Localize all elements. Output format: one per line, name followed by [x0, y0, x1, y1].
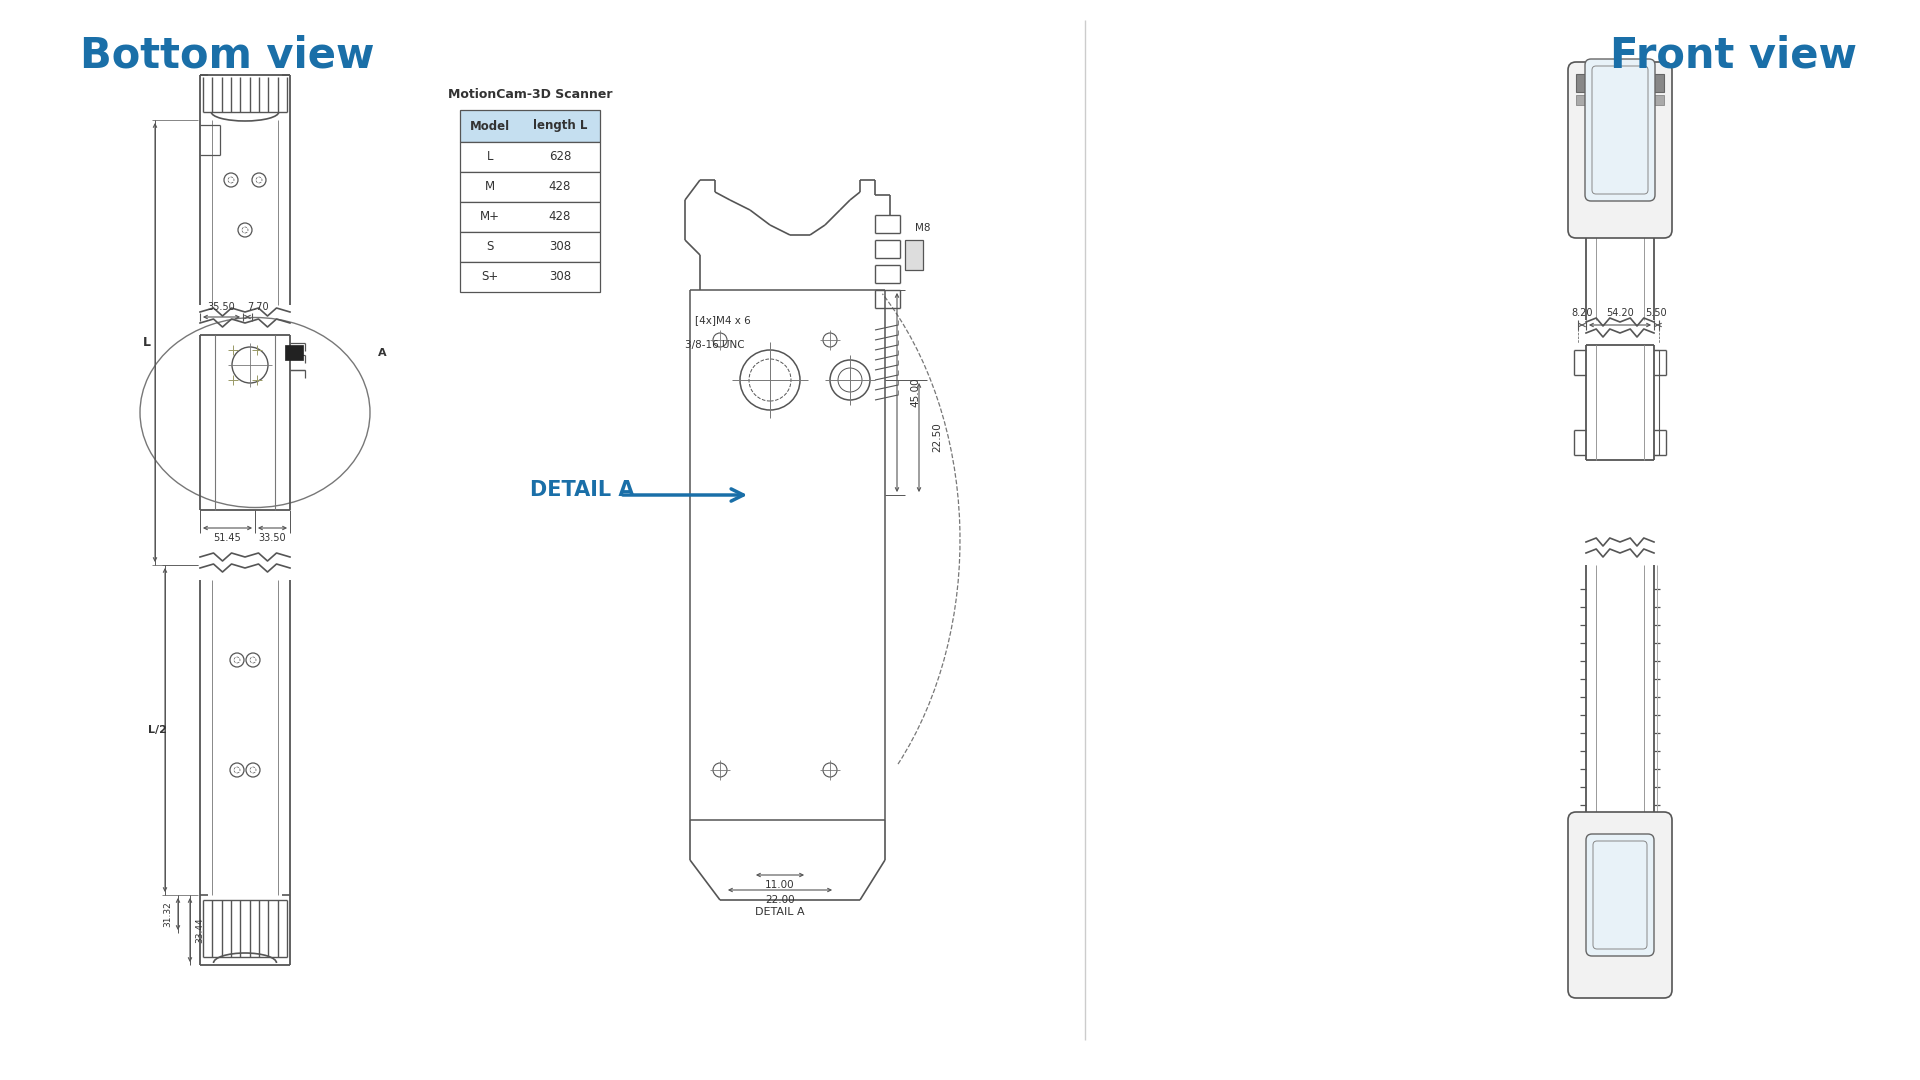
Text: 51.45: 51.45: [213, 534, 240, 543]
Text: 428: 428: [549, 211, 570, 224]
Bar: [461, 141, 599, 172]
Bar: [461, 262, 599, 292]
Text: length L: length L: [534, 120, 588, 133]
Text: DETAIL A: DETAIL A: [530, 480, 634, 500]
FancyBboxPatch shape: [1569, 62, 1672, 238]
Bar: [461, 110, 599, 141]
Text: M8: M8: [916, 222, 931, 233]
Text: Front view: Front view: [1611, 35, 1857, 77]
Bar: [461, 172, 599, 202]
Text: M+: M+: [480, 211, 499, 224]
Bar: [1576, 75, 1665, 92]
Text: Model: Model: [470, 120, 511, 133]
Bar: [904, 240, 924, 270]
Text: 22.50: 22.50: [931, 422, 943, 453]
Bar: [461, 202, 599, 232]
Text: 308: 308: [549, 241, 570, 254]
Text: DETAIL A: DETAIL A: [755, 907, 804, 917]
FancyBboxPatch shape: [1586, 834, 1653, 956]
Text: L: L: [488, 150, 493, 163]
FancyBboxPatch shape: [1569, 812, 1672, 998]
Text: L: L: [142, 336, 152, 349]
Text: Bottom view: Bottom view: [81, 35, 374, 77]
Text: 3/8-16 UNC: 3/8-16 UNC: [685, 340, 745, 350]
Text: M: M: [486, 180, 495, 193]
Text: S+: S+: [482, 270, 499, 283]
Text: 33.44: 33.44: [196, 917, 205, 943]
Text: 22.00: 22.00: [766, 895, 795, 905]
Text: A: A: [378, 348, 386, 357]
Text: 54.20: 54.20: [1607, 308, 1634, 318]
Text: S: S: [486, 241, 493, 254]
Text: 428: 428: [549, 180, 570, 193]
Text: 33.50: 33.50: [257, 534, 286, 543]
Bar: [284, 345, 303, 360]
Bar: [1576, 95, 1665, 105]
Text: 5.50: 5.50: [1645, 308, 1667, 318]
Text: L/2: L/2: [148, 725, 167, 735]
Text: 8.20: 8.20: [1571, 308, 1594, 318]
Bar: [461, 232, 599, 262]
Text: 31.32: 31.32: [163, 901, 173, 927]
Text: 45.00: 45.00: [910, 378, 920, 407]
FancyBboxPatch shape: [1586, 59, 1655, 201]
Text: MotionCam-3D Scanner: MotionCam-3D Scanner: [447, 89, 612, 102]
Text: 35.50: 35.50: [207, 302, 234, 312]
Text: 308: 308: [549, 270, 570, 283]
Text: [4x]M4 x 6: [4x]M4 x 6: [695, 315, 751, 325]
Text: 628: 628: [549, 150, 570, 163]
Text: 7.70: 7.70: [248, 302, 269, 312]
Text: 11.00: 11.00: [766, 880, 795, 890]
